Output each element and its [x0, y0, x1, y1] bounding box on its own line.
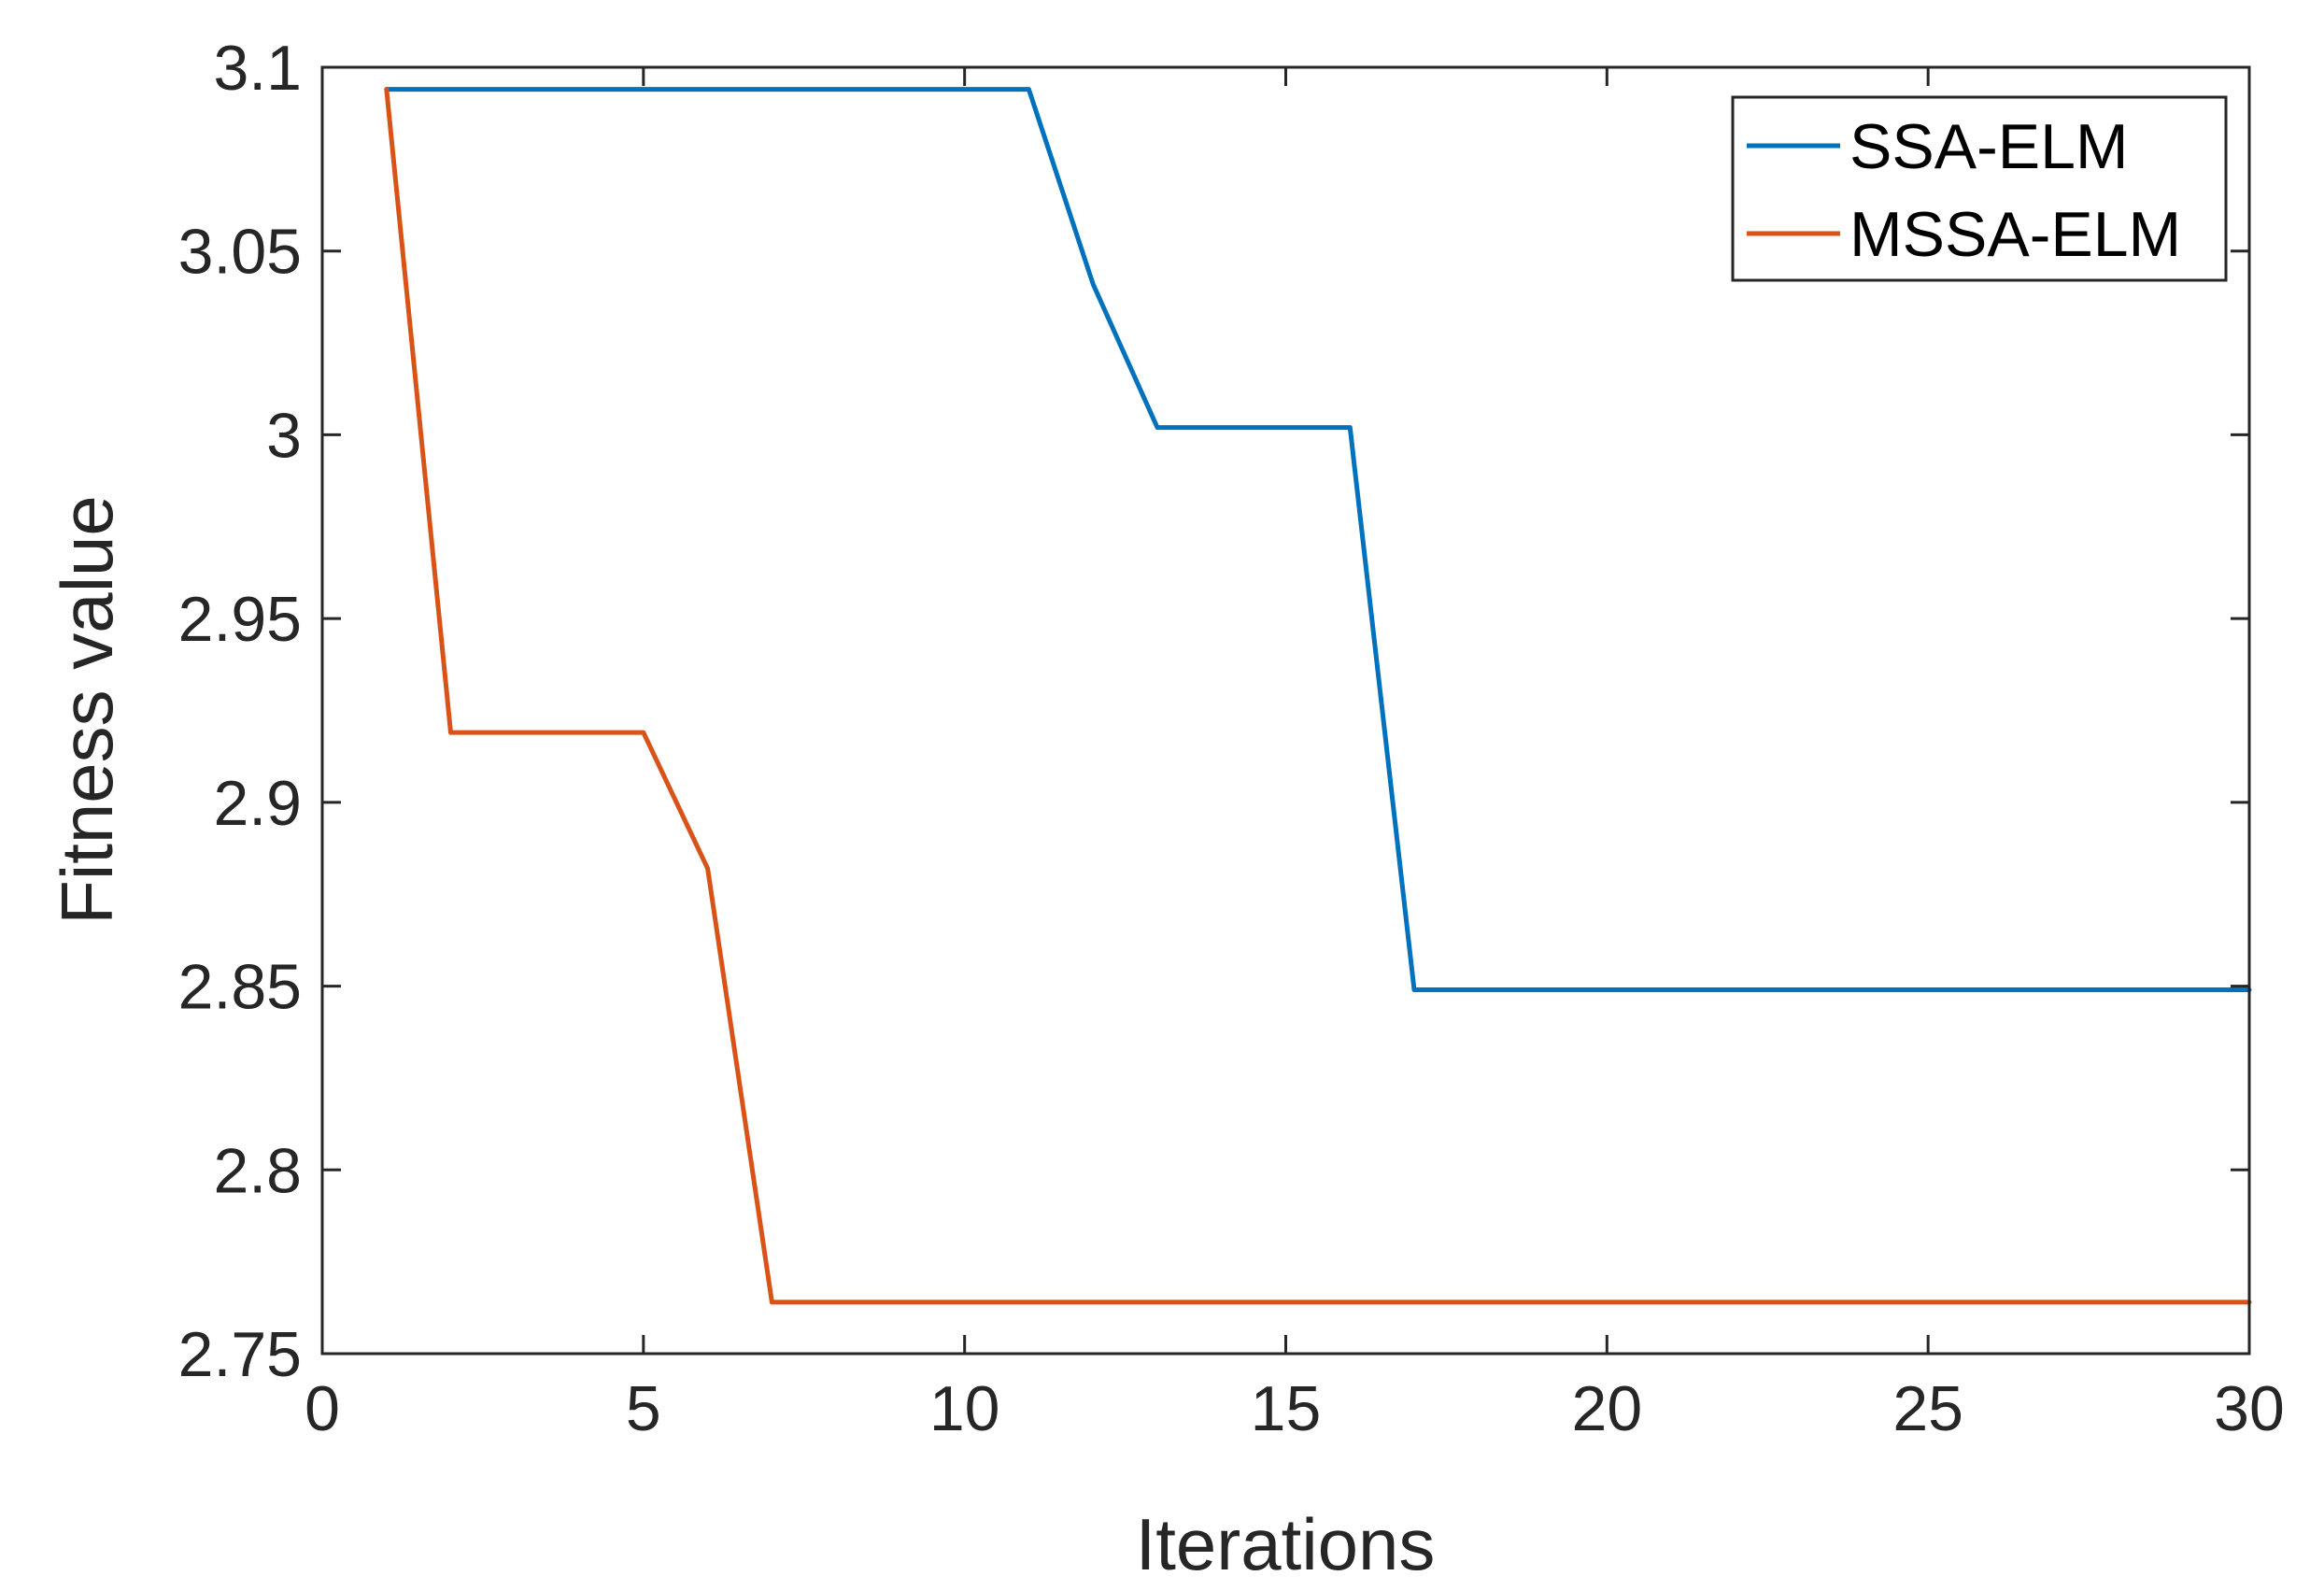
- legend: SSA-ELM MSSA-ELM: [1731, 95, 2228, 282]
- x-tick-label: 0: [305, 1373, 340, 1444]
- x-tick-label: 20: [1572, 1373, 1643, 1444]
- y-tick-label: 3.1: [213, 33, 302, 104]
- y-tick-label: 3: [266, 400, 302, 471]
- x-axis: 0 5 10 15 20 25 30: [305, 67, 2285, 1444]
- x-tick-label: 30: [2214, 1373, 2285, 1444]
- y-tick-label: 2.95: [178, 584, 302, 655]
- legend-label-ssa-elm: SSA-ELM: [1849, 111, 2129, 182]
- legend-label-mssa-elm: MSSA-ELM: [1849, 199, 2181, 270]
- y-tick-label: 2.8: [213, 1135, 302, 1206]
- y-tick-label: 3.05: [178, 217, 302, 288]
- x-axis-label: Iterations: [1136, 1503, 1436, 1585]
- y-tick-label: 2.85: [178, 952, 302, 1023]
- x-tick-label: 5: [626, 1373, 661, 1444]
- y-tick-label: 2.9: [213, 768, 302, 839]
- y-tick-label: 2.75: [178, 1319, 302, 1390]
- legend-box: [1731, 95, 2228, 282]
- series-layer: [384, 87, 2252, 1305]
- x-tick-label: 15: [1251, 1373, 1322, 1444]
- series-line-mssa-elm: [384, 87, 2252, 1305]
- x-tick-label: 10: [929, 1373, 1000, 1444]
- x-tick-label: 25: [1892, 1373, 1963, 1444]
- y-axis-label: Fitness value: [46, 495, 128, 925]
- series-line-ssa-elm: [384, 87, 2252, 992]
- y-axis: 2.75 2.8 2.85 2.9 2.95 3 3.05 3.1: [178, 33, 2249, 1390]
